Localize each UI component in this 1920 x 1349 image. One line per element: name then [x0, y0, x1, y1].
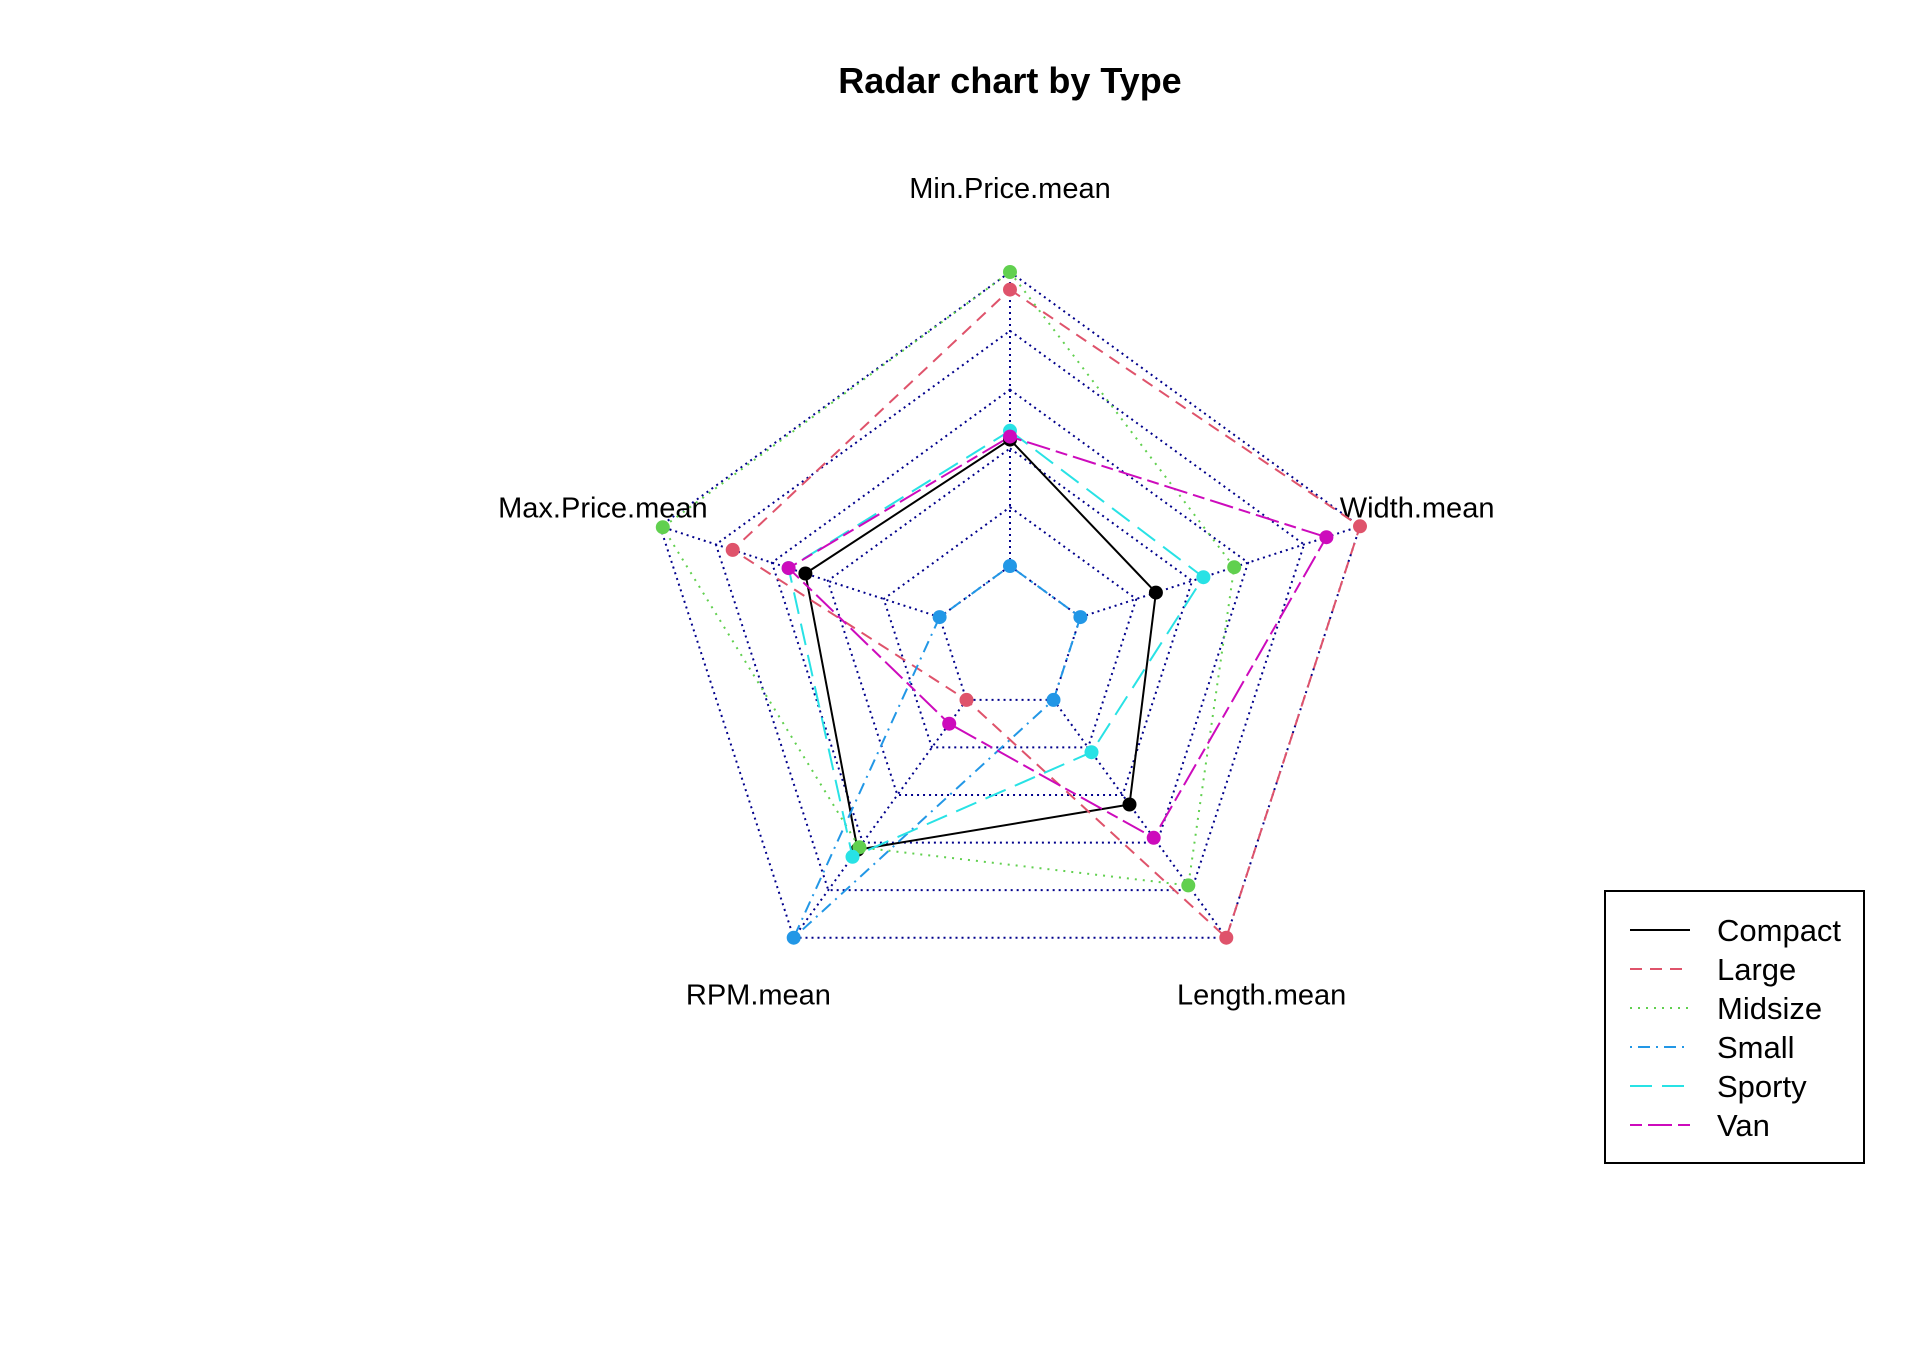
point-small-min-price-mean	[1003, 559, 1017, 573]
point-large-width-mean	[1353, 519, 1367, 534]
series-line-van	[786, 435, 1328, 840]
point-compact-max-price-mean	[798, 566, 813, 581]
series-line-sporty	[787, 429, 1205, 859]
point-large-min-price-mean	[1003, 282, 1017, 297]
legend-box	[1604, 890, 1865, 1164]
point-van-min-price-mean	[1003, 429, 1017, 444]
point-van-rpm-mean	[942, 716, 957, 731]
axis-label-length-mean: Length.mean	[1177, 979, 1346, 1011]
point-midsize-max-price-mean	[655, 520, 670, 535]
point-large-length-mean	[1219, 930, 1234, 945]
point-large-max-price-mean	[725, 542, 740, 557]
legend-label-midsize: Midsize	[1717, 991, 1822, 1026]
point-compact-length-mean	[1122, 797, 1137, 812]
axis-label-min-price-mean: Min.Price.mean	[909, 173, 1110, 205]
axis-labels: Min.Price.mean Width.mean Length.mean RPM.m…	[498, 173, 1494, 1011]
point-van-max-price-mean	[781, 561, 796, 576]
point-van-width-mean	[1319, 530, 1334, 545]
point-small-max-price-mean	[932, 610, 947, 625]
legend-label-compact: Compact	[1717, 913, 1841, 948]
grid-spoke-width-mean	[1080, 525, 1361, 619]
legend: Compact Large Midsize Small Sporty Van	[1604, 890, 1865, 1164]
legend-label-large: Large	[1717, 952, 1796, 987]
legend-label-sporty: Sporty	[1717, 1069, 1807, 1104]
grid-ring-5	[658, 270, 1362, 939]
point-small-length-mean	[1046, 692, 1061, 707]
grid-spoke-max-price-mean	[659, 525, 940, 619]
point-sporty-length-mean	[1084, 745, 1099, 760]
grid-ring-2	[826, 447, 1194, 796]
point-sporty-rpm-mean	[845, 849, 860, 864]
series-small	[786, 559, 1088, 945]
point-large-rpm-mean	[959, 692, 974, 707]
series-van	[781, 429, 1334, 845]
point-small-rpm-mean	[786, 930, 801, 945]
series-sporty	[781, 423, 1211, 864]
radar-series	[655, 265, 1367, 945]
series-line-compact	[804, 438, 1157, 851]
grid-ring-1	[882, 505, 1138, 749]
series-line-small	[792, 564, 1082, 939]
series-compact	[798, 432, 1163, 857]
point-compact-width-mean	[1148, 585, 1163, 600]
grid-ring-0	[938, 564, 1082, 701]
legend-label-van: Van	[1717, 1108, 1770, 1143]
point-sporty-width-mean	[1196, 570, 1211, 585]
axis-label-max-price-mean: Max.Price.mean	[498, 493, 708, 525]
legend-label-small: Small	[1717, 1030, 1795, 1065]
series-line-large	[731, 288, 1362, 940]
chart-title: Radar chart by Type	[838, 60, 1181, 101]
axis-label-rpm-mean: RPM.mean	[686, 979, 831, 1011]
axis-label-width-mean: Width.mean	[1340, 493, 1495, 525]
grid-spoke-rpm-mean	[792, 699, 968, 939]
point-midsize-width-mean	[1227, 560, 1242, 575]
point-midsize-min-price-mean	[1003, 265, 1017, 279]
grid-spoke-length-mean	[1052, 699, 1228, 939]
point-small-width-mean	[1073, 610, 1088, 625]
series-large	[725, 282, 1367, 945]
point-midsize-length-mean	[1181, 878, 1196, 893]
series-line-midsize	[661, 270, 1236, 887]
point-van-length-mean	[1146, 830, 1161, 845]
radar-grid	[658, 270, 1362, 939]
series-midsize	[655, 265, 1242, 893]
